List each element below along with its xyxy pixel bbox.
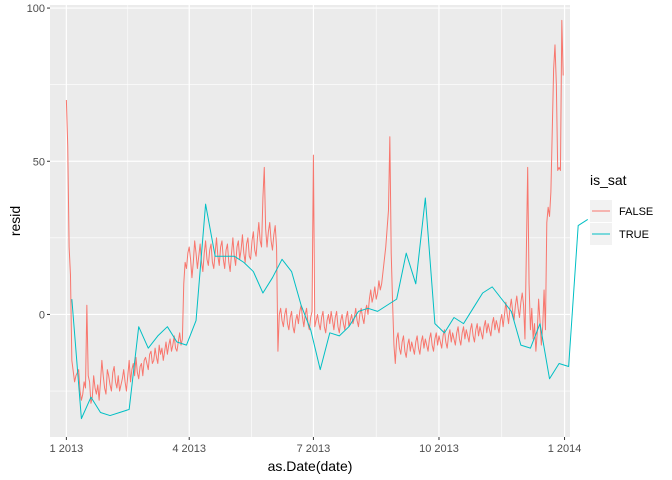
x-axis-title: as.Date(date) xyxy=(268,458,353,474)
x-tick-label: 4 2013 xyxy=(172,443,206,455)
y-tick-label: 100 xyxy=(27,3,45,15)
x-tick-label: 10 2013 xyxy=(419,443,459,455)
x-tick-label: 1 2013 xyxy=(50,443,84,455)
series-line-true xyxy=(71,197,589,420)
x-axis: 1 2013 4 2013 7 2013 10 2013 1 2014 xyxy=(50,437,582,455)
y-tick-label: 0 xyxy=(39,309,45,321)
y-axis: 0 50 100 xyxy=(27,3,50,321)
y-tick-label: 50 xyxy=(33,156,45,168)
legend-label-true: TRUE xyxy=(619,229,649,241)
series-layer xyxy=(65,19,589,420)
legend-items: FALSE TRUE xyxy=(590,200,653,245)
x-tick-label: 1 2014 xyxy=(548,443,582,455)
legend-title: is_sat xyxy=(590,172,627,188)
legend-label-false: FALSE xyxy=(619,206,653,218)
major-grid xyxy=(50,5,570,437)
series-line-false xyxy=(65,19,564,404)
minor-grid xyxy=(50,5,570,437)
legend: is_sat FALSE TRUE xyxy=(590,172,653,245)
x-tick-label: 7 2013 xyxy=(297,443,331,455)
y-axis-title: resid xyxy=(7,206,23,236)
